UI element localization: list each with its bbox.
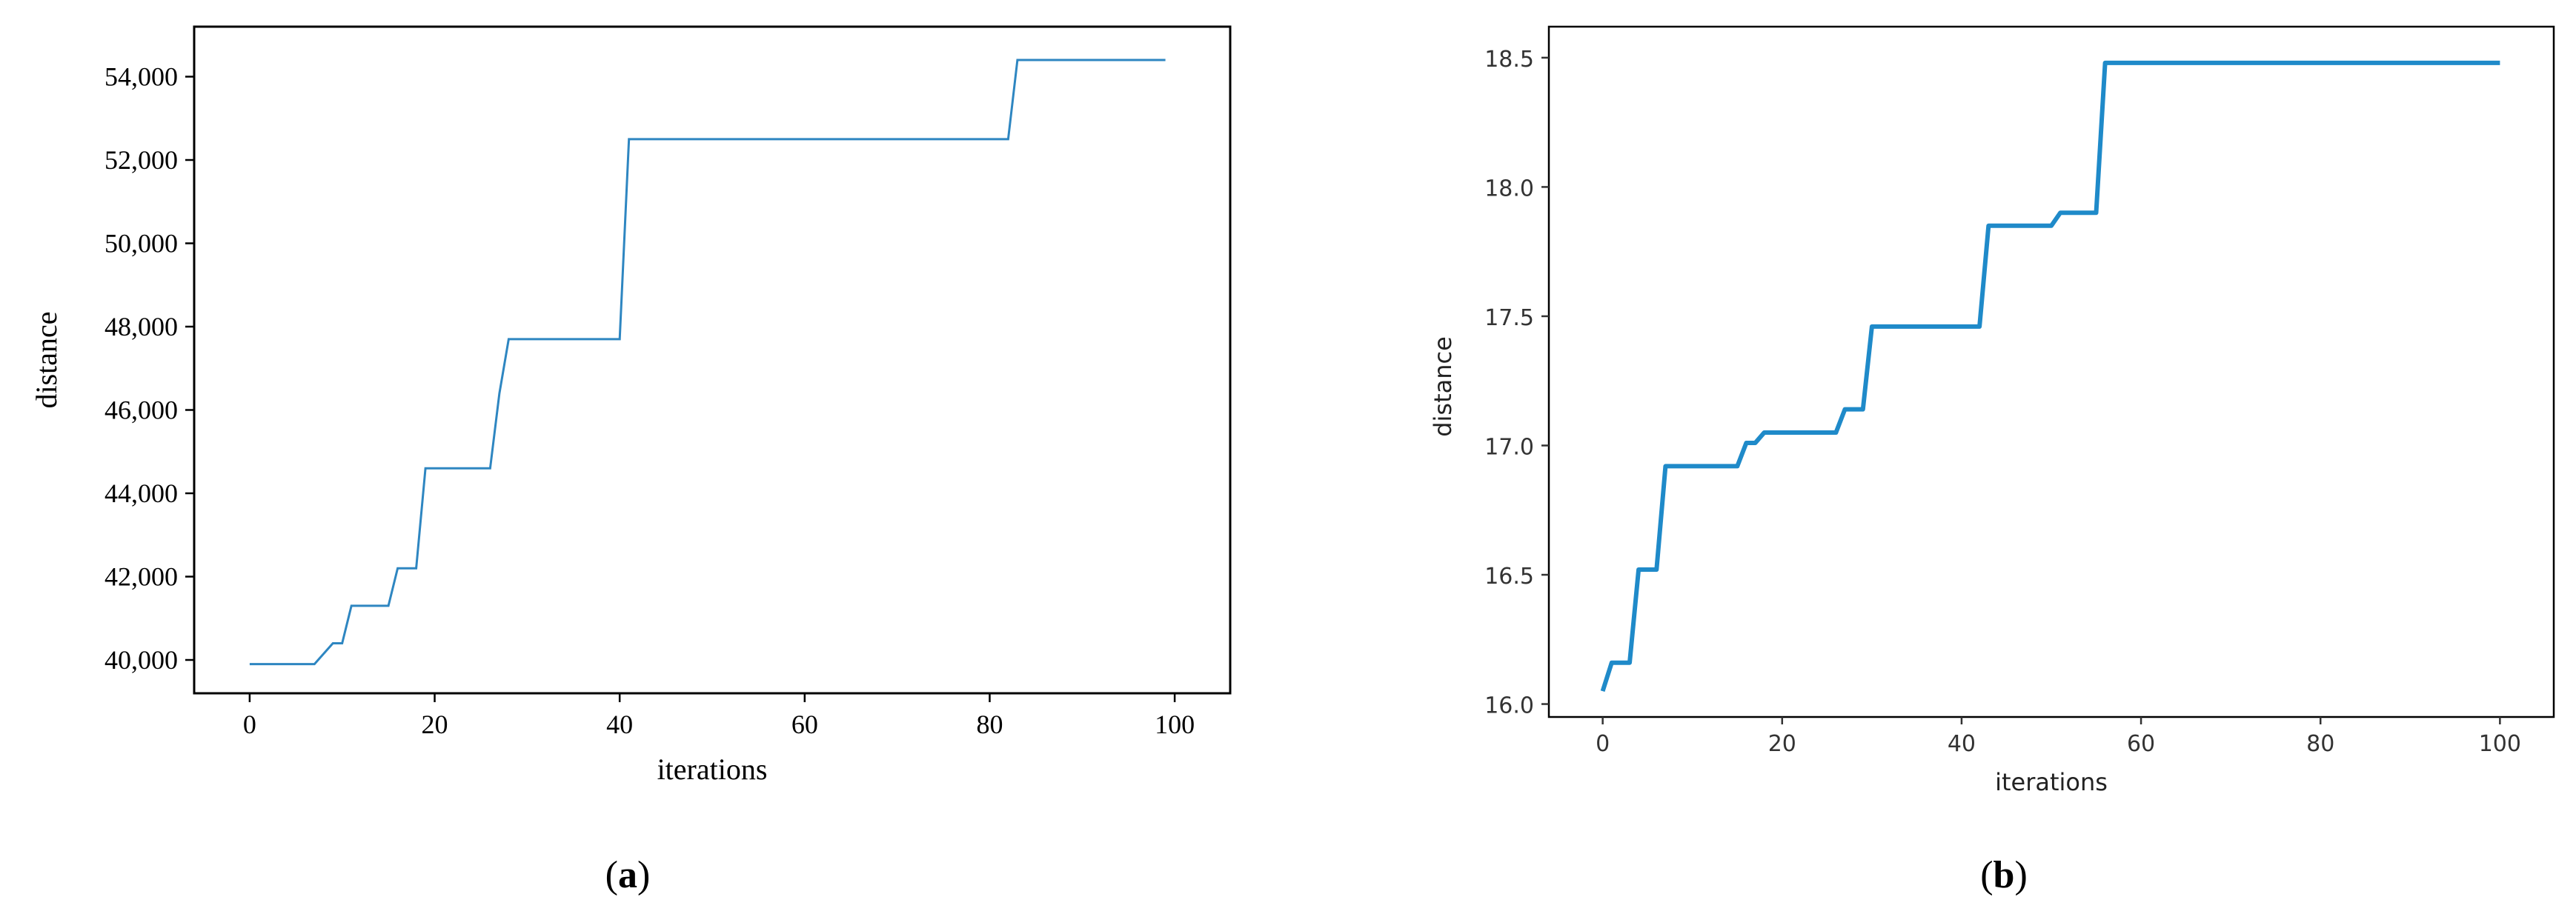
plot-frame-b — [1547, 25, 2555, 718]
x-tick-label: 0 — [243, 710, 256, 739]
panel-letter-b: b — [1994, 854, 2015, 896]
plot-frame-a — [193, 25, 1232, 695]
x-axis-label-b: iterations — [1995, 768, 2108, 796]
panel-letter-a: a — [618, 854, 637, 896]
y-tick-label: 48,000 — [104, 312, 178, 341]
x-tick-label: 80 — [976, 710, 1003, 739]
x-tick-label: 60 — [2127, 731, 2155, 757]
y-tick-label: 18.0 — [1484, 176, 1534, 201]
chart-panel-b: 16.0 16.5 17.0 17.5 18.0 18.5 0 20 40 60 80 100 it… — [1429, 25, 2555, 896]
x-tick-label: 100 — [2479, 731, 2521, 757]
y-tick-label: 18.5 — [1484, 47, 1534, 73]
y-tick-label: 40,000 — [104, 645, 178, 675]
y-tick-label: 50,000 — [104, 229, 178, 258]
x-axis-ticks-b: 0 20 40 60 80 100 — [1596, 717, 2521, 757]
y-axis-label-b: distance — [1429, 336, 1457, 437]
y-tick-label: 44,000 — [104, 478, 178, 508]
y-tick-label: 42,000 — [104, 562, 178, 592]
y-tick-label: 46,000 — [104, 396, 178, 425]
y-tick-label: 17.0 — [1484, 434, 1534, 460]
y-tick-label: 52,000 — [104, 145, 178, 175]
y-axis-label-a: distance — [30, 311, 63, 408]
series-line-a — [249, 59, 1166, 666]
y-tick-label: 54,000 — [104, 62, 178, 92]
panel-label-a: (a) — [605, 854, 651, 896]
x-axis-label-a: iterations — [657, 753, 768, 786]
x-tick-label: 80 — [2306, 731, 2334, 757]
y-axis-ticks-b: 16.0 16.5 17.0 17.5 18.0 18.5 — [1484, 47, 1549, 719]
x-tick-label: 40 — [1948, 731, 1976, 757]
x-tick-label: 0 — [1596, 731, 1610, 757]
x-tick-label: 40 — [606, 710, 633, 739]
panel-label-b: (b) — [1980, 854, 2028, 896]
y-axis-ticks-a: 40,000 42,000 44,000 46,000 48,000 50,000 52,0… — [104, 62, 194, 675]
chart-panel-a: 40,000 42,000 44,000 46,000 48,000 50,000 52,0… — [30, 25, 1232, 896]
y-tick-label: 17.5 — [1484, 305, 1534, 331]
x-tick-label: 20 — [1768, 731, 1796, 757]
x-tick-label: 60 — [791, 710, 818, 739]
x-tick-label: 100 — [1155, 710, 1195, 739]
x-tick-label: 20 — [422, 710, 448, 739]
x-axis-ticks-a: 0 20 40 60 80 100 — [243, 693, 1195, 739]
y-tick-label: 16.5 — [1484, 564, 1534, 590]
y-tick-label: 16.0 — [1484, 693, 1534, 719]
series-line-b — [1600, 60, 2500, 693]
